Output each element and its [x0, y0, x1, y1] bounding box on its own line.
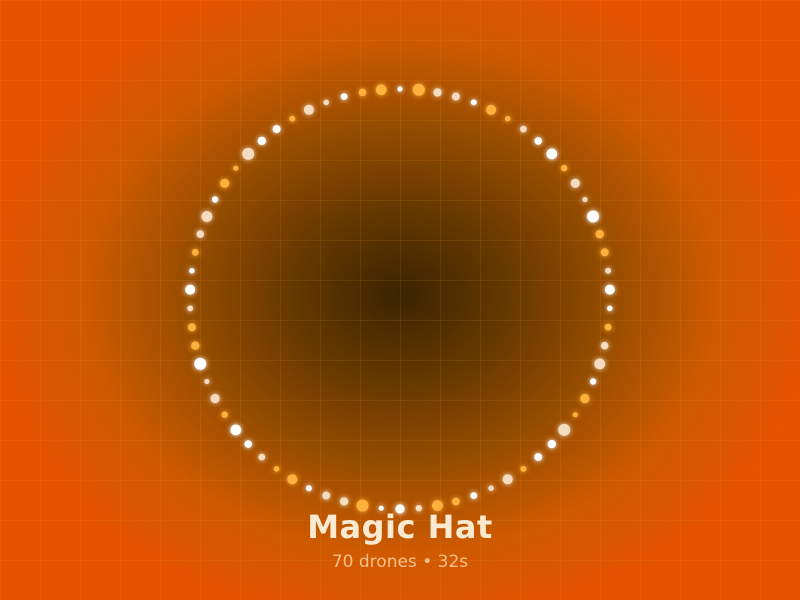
drone-light — [233, 165, 239, 171]
drone-light — [305, 485, 312, 492]
drone-light — [600, 341, 609, 350]
drone-light — [561, 164, 568, 172]
drone-light — [191, 341, 200, 350]
drone-light — [595, 229, 604, 239]
drone-light — [358, 88, 367, 97]
drone-light — [187, 305, 194, 312]
drone-light — [504, 115, 511, 122]
drone-light — [600, 248, 609, 257]
drone-light — [221, 411, 228, 418]
drone-light — [356, 499, 369, 512]
drone-light — [339, 497, 349, 506]
drone-light — [580, 393, 590, 404]
drone-light — [488, 485, 494, 492]
drone-light — [604, 284, 615, 295]
drone-light — [452, 497, 460, 506]
drone-light — [258, 453, 266, 461]
drone-light — [375, 84, 387, 96]
drone-light — [572, 412, 578, 418]
drone-light — [589, 378, 597, 385]
drone-light — [582, 196, 588, 203]
drone-light — [201, 211, 213, 222]
drone-light — [486, 104, 497, 115]
drone-light — [520, 465, 527, 472]
drone-light — [273, 466, 280, 472]
drone-light — [340, 93, 348, 100]
drone-light — [378, 505, 384, 511]
drone-light — [605, 267, 612, 274]
drone-light — [546, 148, 558, 160]
drone-light — [570, 178, 580, 188]
drone-light — [594, 358, 606, 370]
drone-light — [395, 504, 405, 514]
drone-light — [189, 268, 195, 274]
drone-light — [412, 83, 425, 96]
drone-light — [607, 305, 613, 312]
drone-light — [433, 88, 442, 97]
drone-light — [534, 453, 543, 462]
drone-light — [210, 393, 220, 404]
drone-light — [272, 125, 281, 134]
drone-light — [303, 104, 314, 115]
drone-light — [470, 492, 478, 499]
drone-light — [244, 440, 252, 448]
drone-light — [604, 323, 612, 331]
drone-light — [520, 125, 527, 133]
drone-light — [587, 210, 600, 223]
drone-light — [185, 284, 196, 295]
drone-light — [194, 357, 207, 370]
drone-light — [242, 147, 255, 160]
drone-light — [220, 178, 230, 188]
drone-light — [397, 86, 403, 92]
drone-light — [432, 500, 443, 511]
drone-light — [534, 137, 542, 145]
drone-light — [451, 92, 460, 101]
drone-light — [211, 196, 219, 203]
drone-light — [322, 491, 331, 500]
drone-light — [287, 474, 298, 485]
drone-light — [558, 423, 571, 436]
drone-light — [191, 248, 199, 256]
drone-light — [230, 424, 242, 436]
drone-light — [502, 474, 513, 485]
drone-light — [415, 505, 422, 512]
drone-light — [547, 439, 556, 449]
drone-light — [257, 136, 266, 146]
drone-light — [289, 115, 296, 122]
drone-light — [323, 99, 330, 106]
show-title: Magic Hat — [307, 508, 493, 546]
drone-light — [470, 99, 477, 106]
show-meta: 70 drones • 32s — [331, 552, 469, 572]
drone-light — [187, 323, 196, 332]
drone-light — [204, 378, 210, 385]
drone-light — [196, 230, 205, 238]
